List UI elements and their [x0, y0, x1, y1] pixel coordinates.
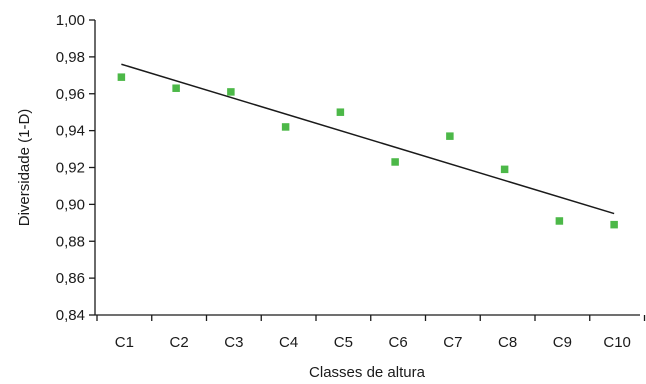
trendline — [121, 63, 615, 215]
y-tick-label: 0,98 — [56, 49, 85, 66]
y-ticks: 0,84 0,86 0,88 0,90 0,92 0,94 0,96 0,98 1,00 — [56, 12, 95, 324]
y-tick-label: 0,84 — [56, 307, 85, 324]
y-tick-label: 0,88 — [56, 233, 85, 250]
data-point — [555, 217, 564, 225]
x-tick-label: C10 — [603, 334, 631, 351]
axes — [94, 20, 640, 316]
x-tick-label: C2 — [170, 334, 189, 351]
y-axis-title: Diversidade (1-D) — [16, 109, 33, 227]
x-tick-label: C6 — [389, 334, 408, 351]
data-points — [117, 73, 618, 229]
y-tick-label: 0,86 — [56, 270, 85, 287]
x-tick-label: C7 — [443, 334, 462, 351]
x-tick-label: C1 — [115, 334, 134, 351]
data-point — [281, 123, 290, 131]
data-point — [500, 165, 509, 174]
data-point — [227, 88, 235, 96]
data-point — [446, 132, 454, 140]
x-tick-label: C5 — [334, 334, 353, 351]
x-tick-label: C4 — [279, 334, 298, 351]
y-tick-label: 0,90 — [56, 196, 85, 213]
x-ticks: C1 C2 C3 C4 C5 C6 C7 C8 C9 C10 — [96, 315, 646, 351]
trendline-group — [121, 63, 615, 215]
y-tick-label: 1,00 — [56, 12, 85, 29]
y-tick-label: 0,96 — [56, 86, 85, 103]
x-tick-label: C3 — [224, 334, 243, 351]
data-point — [610, 220, 618, 229]
data-point — [117, 73, 126, 81]
y-tick-label: 0,94 — [56, 123, 85, 140]
data-point — [391, 158, 399, 166]
x-tick-label: C9 — [553, 334, 572, 351]
data-point — [336, 108, 345, 116]
x-tick-label: C8 — [498, 334, 517, 351]
y-tick-label: 0,92 — [56, 160, 85, 177]
data-point — [172, 84, 180, 92]
x-axis-title: Classes de altura — [309, 364, 426, 381]
